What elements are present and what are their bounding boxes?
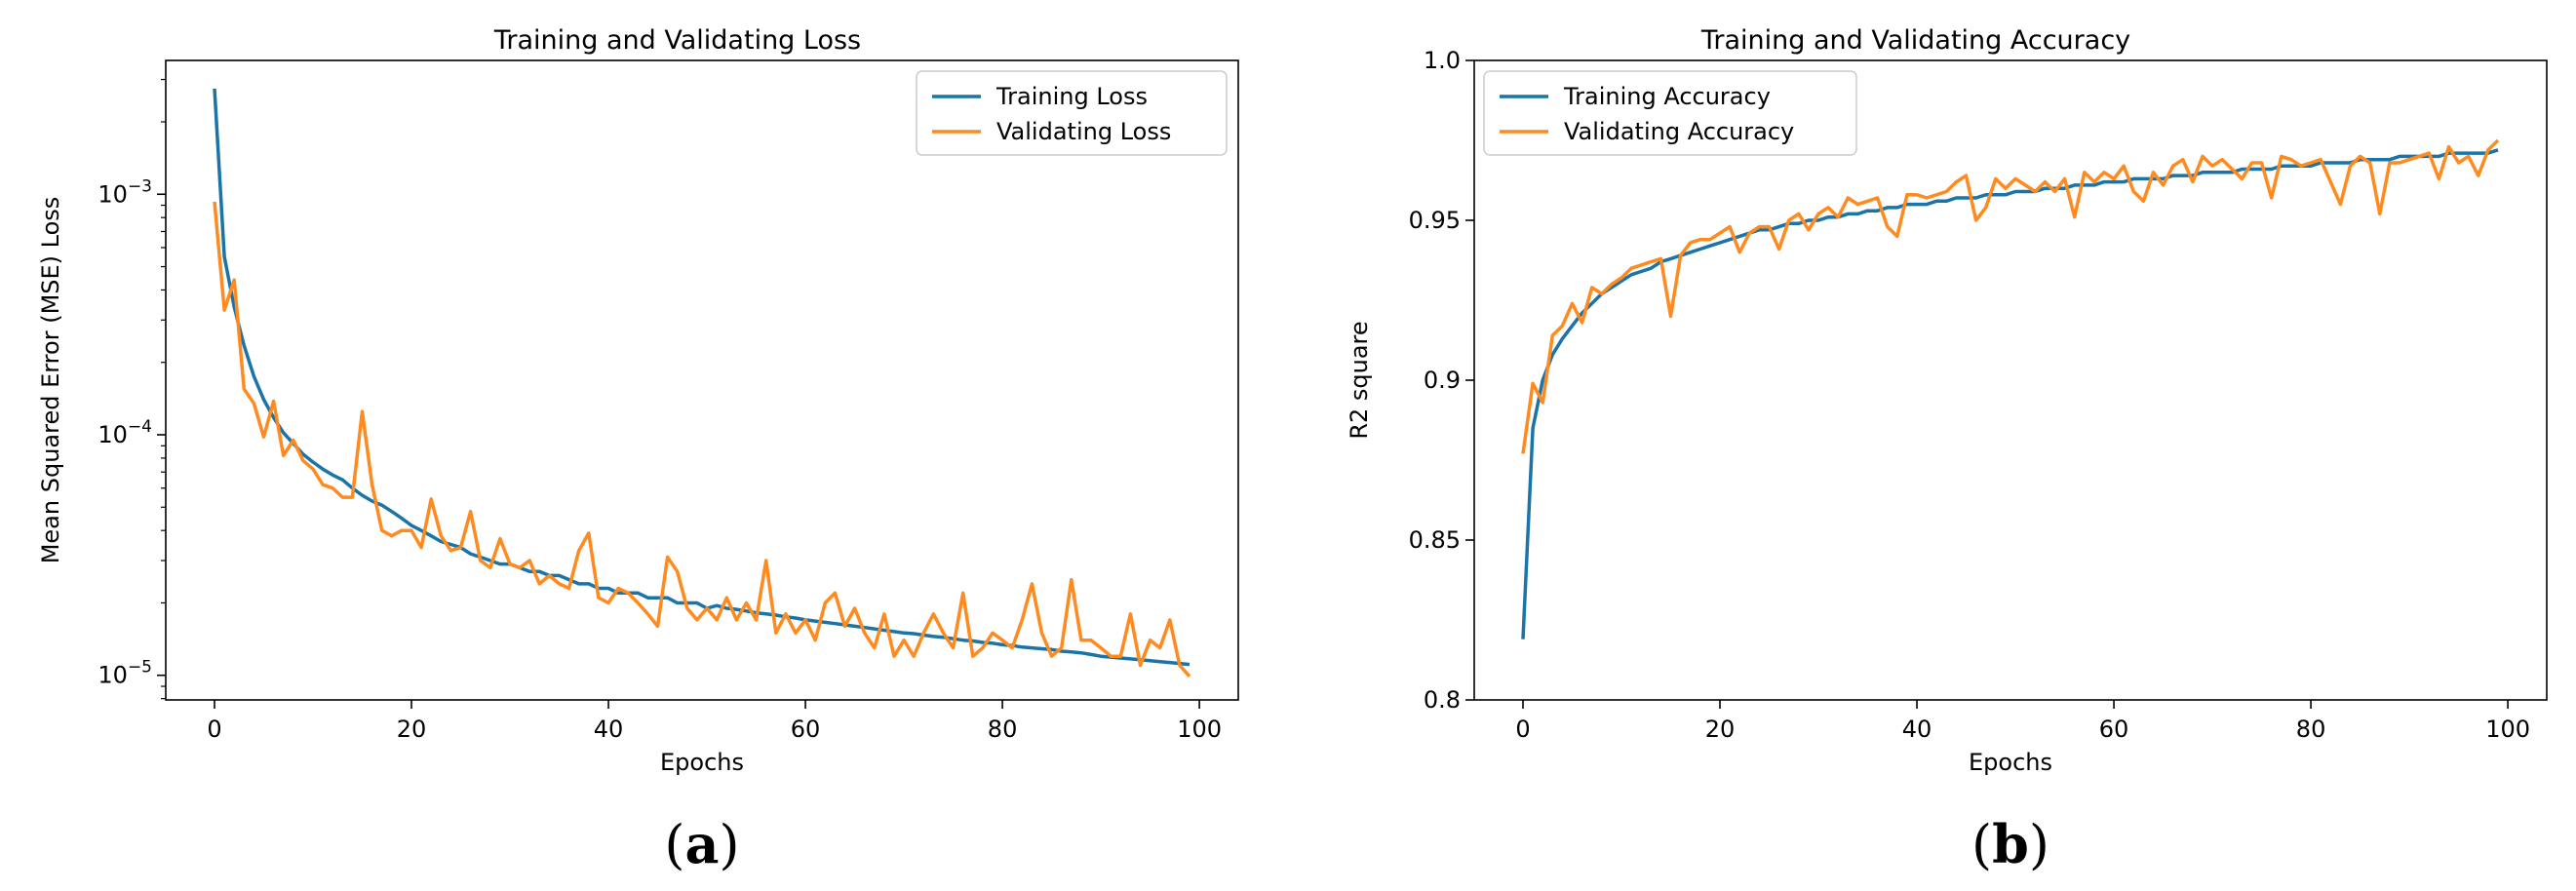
y-tick-label: 0.8 [1424, 686, 1461, 714]
loss-line-training-loss [213, 88, 1190, 667]
loss-legend-box [916, 70, 1228, 156]
loss-x-axis-label: Epochs [660, 749, 744, 776]
y-tick-label: 0.95 [1409, 207, 1461, 234]
y-tick-label: 10−3 [98, 176, 152, 208]
loss-axes-frame [165, 59, 1239, 701]
x-tick-label: 80 [2296, 716, 2326, 743]
x-tick-label: 60 [791, 716, 821, 743]
accuracy-chart-title: Training and Validating Accuracy [1700, 25, 2130, 56]
y-tick-label: 0.85 [1409, 526, 1461, 554]
accuracy-y-axis-label: R2 square [1346, 321, 1373, 439]
y-tick-label: 1.0 [1424, 47, 1461, 74]
panel-label-a: (a) [664, 813, 739, 875]
legend-label-validating-accuracy: Validating Accuracy [1564, 118, 1794, 145]
accuracy-legend-box [1483, 70, 1857, 156]
x-tick-label: 100 [2485, 716, 2530, 743]
y-tick-label: 10−5 [98, 658, 152, 689]
x-tick-label: 20 [397, 716, 427, 743]
y-tick-label: 0.9 [1424, 367, 1461, 394]
accuracy-y-ticks: 0.8 0.85 0.9 0.95 1.0 [1409, 47, 1474, 714]
loss-series-layer [213, 88, 1191, 678]
x-tick-label: 0 [207, 716, 221, 743]
accuracy-x-axis-label: Epochs [1969, 749, 2052, 776]
accuracy-series-layer [1521, 138, 2500, 639]
legend-label-training-accuracy: Training Accuracy [1563, 83, 1771, 110]
accuracy-x-ticks: 0 20 40 60 80 100 [1515, 700, 2530, 743]
x-tick-label: 40 [594, 716, 624, 743]
x-tick-label: 80 [988, 716, 1018, 743]
x-tick-label: 40 [1902, 716, 1932, 743]
loss-x-ticks: 0 20 40 60 80 100 [207, 700, 1222, 743]
panel-label-b: (b) [1971, 813, 2049, 875]
accuracy-line-training-accuracy [1521, 148, 2499, 639]
y-tick-label: 10−4 [98, 417, 152, 448]
loss-line-validating-loss [213, 201, 1191, 678]
accuracy-axes-frame [1473, 59, 2548, 701]
loss-legend: Training Loss Validating Loss [916, 70, 1228, 156]
x-tick-label: 20 [1705, 716, 1736, 743]
legend-label-validating-loss: Validating Loss [996, 118, 1171, 145]
loss-chart-title: Training and Validating Loss [493, 25, 861, 56]
loss-y-axis-label: Mean Squared Error (MSE) Loss [37, 197, 64, 564]
x-tick-label: 100 [1177, 716, 1222, 743]
x-tick-label: 60 [2099, 716, 2129, 743]
loss-chart: Training and Validating Loss 0 20 40 60 80 10… [37, 25, 1239, 776]
x-tick-label: 0 [1515, 716, 1530, 743]
accuracy-legend: Training Accuracy Validating Accuracy [1483, 70, 1857, 156]
accuracy-line-validating-accuracy [1521, 138, 2500, 454]
accuracy-chart: Training and Validating Accuracy 0 20 40 60… [1346, 25, 2548, 776]
legend-label-training-loss: Training Loss [995, 83, 1148, 110]
loss-y-ticks: 10−3 10−4 10−5 [98, 78, 166, 700]
